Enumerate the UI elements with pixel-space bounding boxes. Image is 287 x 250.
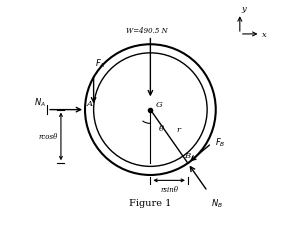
Text: $F_B$: $F_B$ bbox=[215, 136, 226, 148]
Text: W=490.5 N: W=490.5 N bbox=[126, 27, 168, 35]
Text: B: B bbox=[185, 151, 191, 159]
Text: Figure 1: Figure 1 bbox=[129, 198, 172, 207]
Text: $F_A$: $F_A$ bbox=[95, 57, 106, 69]
Text: x: x bbox=[262, 31, 267, 39]
Text: θ: θ bbox=[159, 124, 164, 132]
Text: r: r bbox=[176, 126, 180, 134]
Text: G: G bbox=[156, 100, 162, 108]
Text: $N_A$: $N_A$ bbox=[34, 96, 45, 108]
Text: rcosθ: rcosθ bbox=[38, 133, 57, 141]
Text: rsinθ: rsinθ bbox=[160, 185, 178, 193]
Text: $N_B$: $N_B$ bbox=[211, 197, 223, 209]
Text: y: y bbox=[242, 4, 246, 12]
Text: A: A bbox=[87, 100, 93, 108]
